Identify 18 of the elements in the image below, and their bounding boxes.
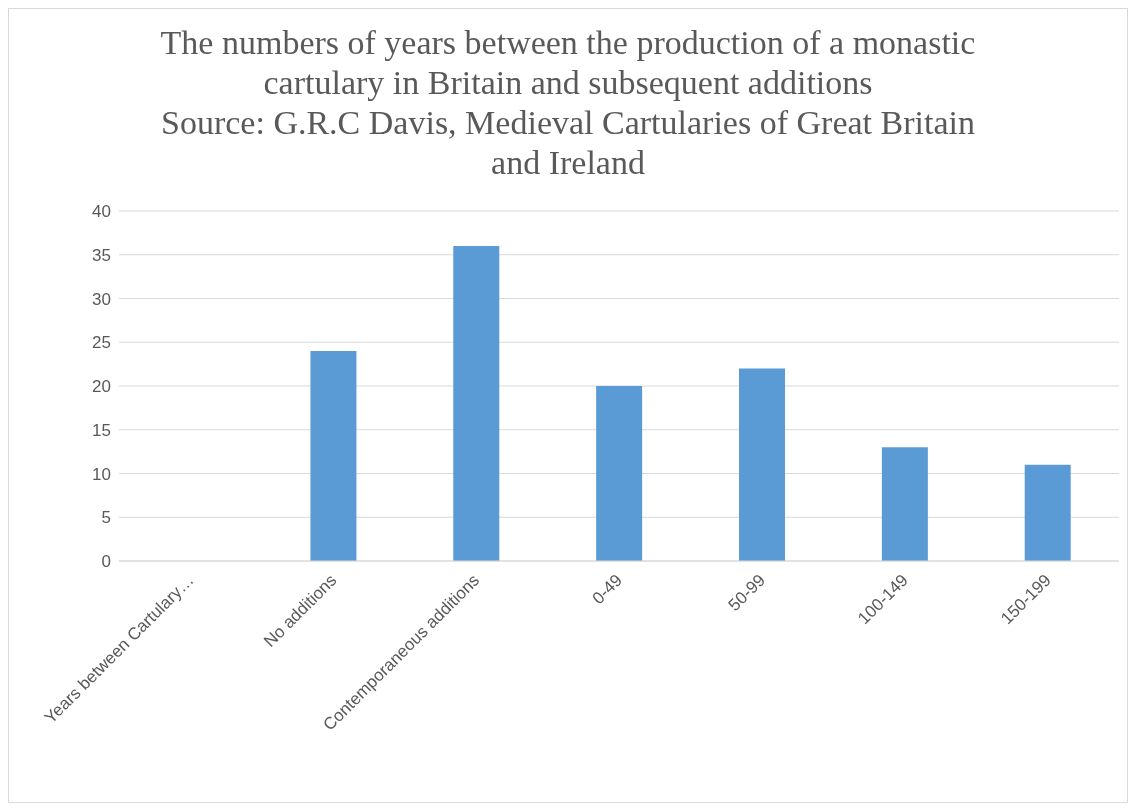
y-tick-label: 5 [101, 508, 111, 528]
y-tick-label: 20 [92, 377, 111, 397]
chart-title: The numbers of years between the production of a monastic cartulary in Britain and subsequent additions [159, 23, 977, 103]
y-tick-label: 40 [92, 202, 111, 222]
y-tick-label: 10 [92, 464, 111, 484]
bar [881, 447, 928, 561]
bar [739, 368, 785, 561]
bar [310, 351, 357, 561]
chart-subtitle: Source: G.R.C Davis, Medieval Cartularies of Great Britain and Ireland [160, 103, 976, 183]
bar [1024, 464, 1071, 561]
y-tick-label: 0 [101, 552, 111, 572]
y-tick-label: 25 [92, 333, 111, 353]
y-tick-label: 30 [92, 289, 111, 309]
bar [596, 386, 643, 561]
bar [453, 246, 500, 561]
y-tick-label: 35 [92, 245, 111, 265]
x-tick-label: 0-49 [588, 570, 627, 609]
y-tick-label: 15 [92, 420, 111, 440]
